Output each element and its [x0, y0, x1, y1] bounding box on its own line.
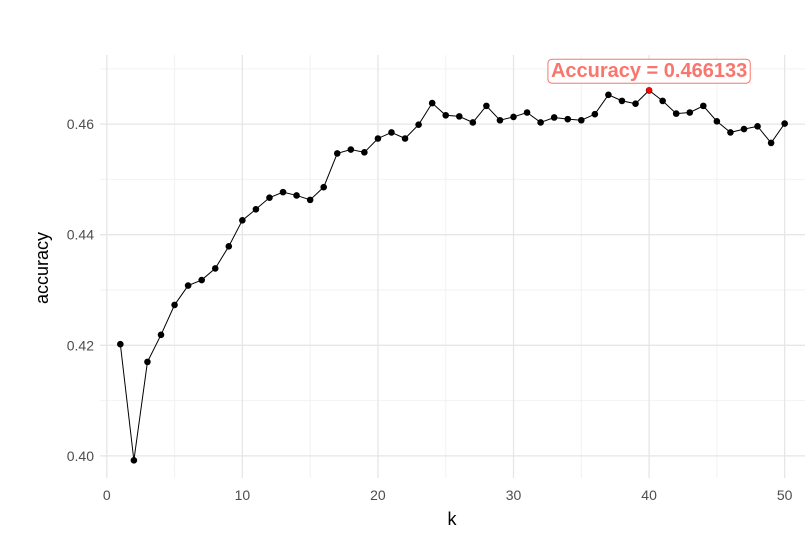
data-point — [211, 265, 219, 272]
data-point — [171, 301, 178, 309]
data-point — [388, 129, 395, 136]
data-point — [225, 243, 233, 250]
data-point — [550, 114, 558, 121]
x-tick-label: 50 — [777, 487, 793, 503]
x-tick-label: 10 — [235, 487, 251, 503]
data-point — [266, 194, 273, 201]
data-point — [659, 97, 666, 105]
max-accuracy-annotation: Accuracy = 0.466133 — [547, 58, 751, 94]
data-point — [455, 113, 463, 120]
data-point — [184, 282, 192, 289]
y-axis-title: accuracy — [32, 232, 52, 304]
data-point — [605, 91, 612, 99]
data-point — [469, 119, 477, 126]
data-point — [577, 116, 585, 124]
data-point — [442, 111, 450, 119]
data-point — [672, 110, 680, 117]
max-accuracy-point — [646, 87, 653, 94]
y-tick-label: 0.46 — [67, 116, 94, 132]
data-point — [713, 118, 721, 125]
y-axis-tick-labels: 0.40 0.42 0.44 0.46 — [67, 116, 94, 464]
data-point — [347, 146, 355, 153]
data-point — [252, 205, 260, 213]
x-axis-tick-labels: 0 10 20 30 40 50 — [103, 487, 793, 503]
x-tick-label: 30 — [506, 487, 522, 503]
data-point — [700, 102, 707, 110]
y-tick-label: 0.44 — [67, 227, 94, 243]
data-point — [523, 109, 531, 116]
data-point — [361, 149, 368, 156]
data-point — [740, 125, 748, 133]
data-point — [293, 192, 300, 199]
data-point — [564, 115, 572, 123]
data-point — [333, 150, 341, 157]
data-point — [537, 119, 544, 126]
data-point — [144, 358, 151, 366]
data-point — [279, 188, 287, 196]
data-point — [157, 331, 165, 339]
data-point — [306, 196, 314, 204]
data-point — [727, 129, 734, 136]
x-tick-label: 20 — [370, 487, 386, 503]
data-point — [618, 97, 626, 105]
y-tick-label: 0.40 — [67, 448, 94, 464]
data-point — [428, 99, 436, 107]
data-point — [401, 135, 409, 142]
data-point — [754, 123, 761, 130]
data-point — [198, 276, 205, 284]
x-tick-label: 0 — [103, 487, 111, 503]
y-tick-label: 0.42 — [67, 337, 94, 353]
data-point — [632, 100, 639, 107]
data-point — [686, 109, 694, 116]
data-point — [781, 120, 788, 127]
accuracy-series-points — [117, 87, 788, 464]
data-point — [415, 121, 422, 128]
data-point — [767, 139, 775, 147]
data-point — [239, 217, 246, 224]
data-point — [483, 102, 490, 110]
x-axis-title: k — [448, 509, 458, 529]
data-point — [130, 457, 138, 464]
x-tick-label: 40 — [641, 487, 657, 503]
data-point — [591, 110, 599, 118]
data-point — [374, 135, 382, 142]
annotation-label: Accuracy = 0.466133 — [551, 60, 747, 82]
data-point — [510, 113, 517, 121]
major-gridlines — [100, 55, 805, 478]
data-point — [117, 340, 124, 348]
data-point — [320, 183, 328, 191]
data-point — [496, 116, 504, 124]
annotation-label-box — [547, 58, 751, 84]
